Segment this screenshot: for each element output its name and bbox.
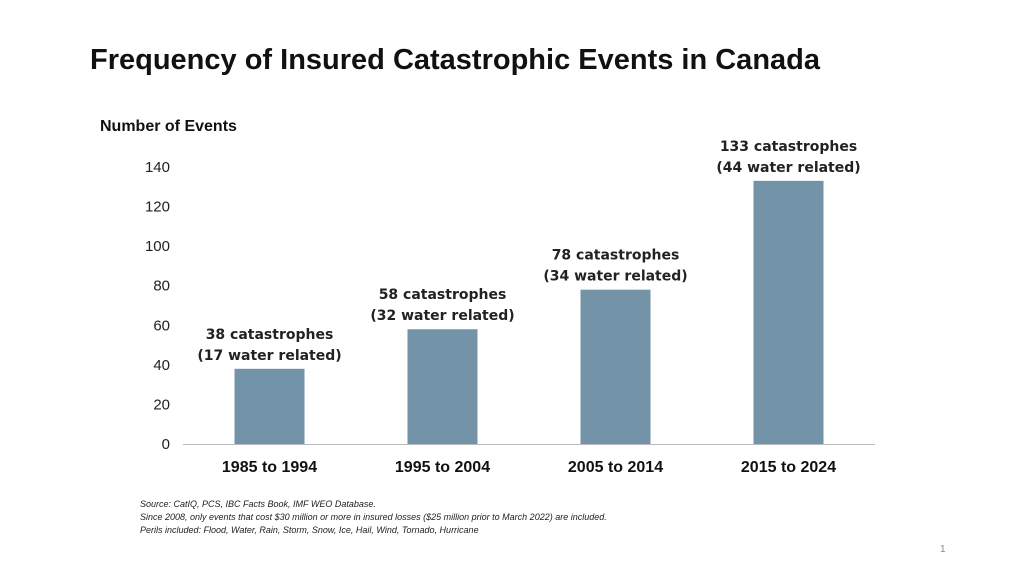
- y-tick-label: 0: [162, 436, 170, 453]
- y-tick-label: 40: [153, 357, 170, 374]
- chart-title: Frequency of Insured Catastrophic Events…: [90, 44, 820, 76]
- y-tick-label: 20: [153, 396, 170, 413]
- footnote-source: Source: CatIQ, PCS, IBC Facts Book, IMF …: [140, 499, 376, 509]
- y-axis-label: Number of Events: [100, 118, 237, 135]
- data-label: (32 water related): [370, 308, 514, 324]
- data-label: 58 catastrophes: [379, 287, 507, 303]
- data-label: 78 catastrophes: [552, 248, 680, 264]
- bar: [234, 368, 305, 444]
- y-tick-label: 60: [153, 317, 170, 334]
- data-label: 38 catastrophes: [206, 327, 334, 343]
- x-tick-label: 2005 to 2014: [568, 459, 663, 476]
- y-tick-label: 100: [145, 238, 170, 255]
- page-number: 1: [940, 544, 946, 555]
- bar: [580, 289, 651, 444]
- bar: [407, 329, 478, 444]
- bar: [753, 180, 824, 444]
- data-label: (17 water related): [197, 348, 341, 364]
- y-tick-label: 120: [145, 199, 170, 216]
- data-label: 133 catastrophes: [720, 139, 857, 155]
- x-tick-label: 1985 to 1994: [222, 459, 317, 476]
- footnote-perils: Perils included: Flood, Water, Rain, Sto…: [140, 525, 479, 535]
- x-tick-label: 2015 to 2024: [741, 459, 836, 476]
- y-tick-label: 80: [153, 278, 170, 295]
- x-tick-label: 1995 to 2004: [395, 459, 490, 476]
- data-label: (44 water related): [716, 160, 860, 176]
- y-tick-label: 140: [145, 159, 170, 176]
- data-label: (34 water related): [543, 269, 687, 285]
- footnote-threshold: Since 2008, only events that cost $30 mi…: [140, 512, 607, 522]
